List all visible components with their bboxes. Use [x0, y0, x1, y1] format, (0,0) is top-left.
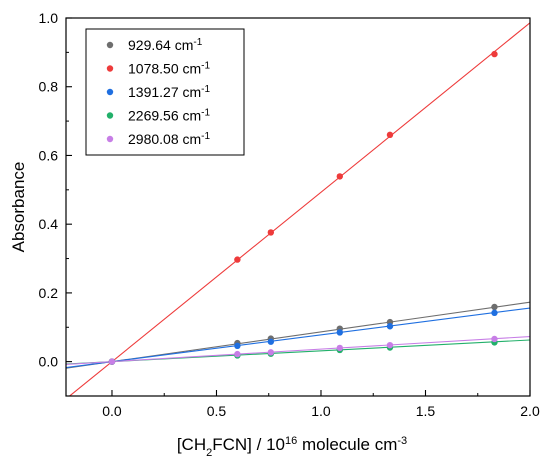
x-axis-title-part: -3 — [397, 435, 407, 447]
y-tick-label: 0.6 — [39, 147, 59, 163]
x-tick-label: 0.0 — [102, 403, 122, 419]
fit-line-series-2 — [66, 307, 530, 369]
y-tick-label: 0.4 — [39, 216, 59, 232]
data-point-series-1 — [336, 173, 344, 180]
data-point-series-4 — [386, 341, 394, 349]
x-tick-label: 1.0 — [311, 403, 331, 419]
fit-line-series-1 — [68, 22, 530, 396]
data-point-series-1 — [491, 50, 498, 58]
data-point-series-4 — [234, 350, 241, 358]
x-axis-title-part: 2 — [206, 447, 212, 459]
y-tick-label: 0.8 — [39, 79, 59, 95]
x-axis-title-part: [CH — [177, 435, 206, 454]
x-tick-label: 1.5 — [416, 403, 436, 419]
y-tick-label: 1.0 — [39, 10, 59, 26]
data-point-series-2 — [491, 309, 498, 317]
data-points — [108, 50, 498, 365]
x-axis-title-part: 16 — [285, 435, 297, 447]
data-point-series-4 — [336, 344, 344, 352]
data-point-series-1 — [267, 229, 275, 236]
legend-entry-label: 1391.27 cm-1 — [128, 84, 211, 101]
y-axis-title: Absorbance — [9, 162, 28, 253]
legend-entry-label: 2980.08 cm-1 — [128, 131, 211, 148]
legend-entry-label: 1078.50 cm-1 — [128, 60, 211, 77]
legend-marker — [106, 112, 114, 119]
x-tick-label: 0.5 — [207, 403, 227, 419]
y-tick-label: 0.2 — [39, 285, 59, 301]
legend-entry-label: 2269.56 cm-1 — [128, 107, 211, 124]
data-point-series-2 — [386, 323, 394, 330]
x-tick-label: 2.0 — [520, 403, 540, 419]
x-axis-title-part: molecule cm — [297, 435, 397, 454]
fit-line-series-4 — [66, 336, 530, 365]
legend-marker — [106, 88, 114, 96]
data-point-series-2 — [234, 342, 241, 350]
legend-marker — [106, 41, 114, 49]
data-point-series-0 — [491, 303, 498, 311]
legend-entry-label: 929.64 cm-1 — [128, 37, 203, 54]
legend-marker — [106, 135, 114, 143]
legend-marker — [106, 65, 114, 72]
data-point-series-1 — [386, 131, 394, 139]
axes: 0.0 0.5 1.0 1.5 2.0 0.0 0.2 0.4 0.6 0.8 1.0 — [39, 10, 540, 419]
data-point-series-2 — [336, 329, 344, 336]
data-point-series-2 — [267, 338, 275, 345]
legend: 929.64 cm-1 1078.50 cm-1 1391.27 cm-1 2269.… — [85, 28, 245, 156]
data-point-series-4 — [108, 358, 116, 365]
data-point-series-1 — [234, 256, 241, 263]
y-tick-label: 0.0 — [39, 354, 59, 370]
data-point-series-4 — [491, 335, 498, 343]
plot-frame — [65, 17, 531, 397]
fit-lines — [66, 22, 530, 396]
x-axis-title: [CH2FCN] / 1016 molecule cm-3 — [177, 435, 407, 459]
data-point-series-4 — [267, 349, 275, 356]
x-axis-title-part: FCN] / 10 — [212, 435, 285, 454]
